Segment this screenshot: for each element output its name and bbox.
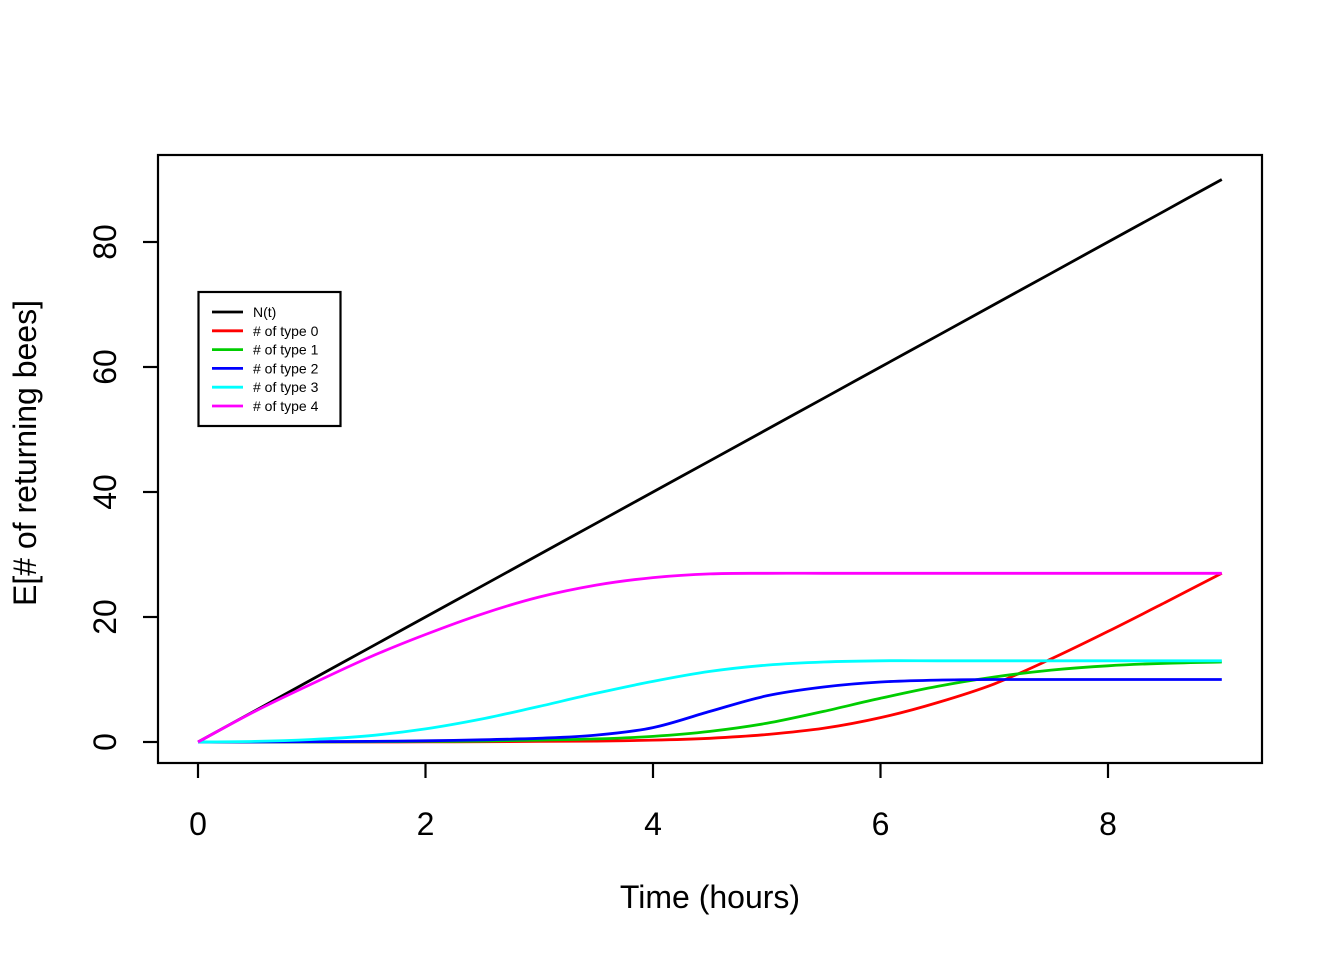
series-line-type-3 <box>197 659 1222 744</box>
x-tick-label: 0 <box>189 806 207 842</box>
legend-entry-type-0: # of type 0 <box>212 323 319 339</box>
legend-label-type-2: # of type 2 <box>253 360 319 376</box>
series-line-nt <box>197 178 1223 744</box>
y-tick-label: 60 <box>87 349 123 385</box>
legend: N(t) # of type 0 # of type 1 # of type 2 # o… <box>197 290 342 428</box>
x-tick-label: 8 <box>1099 806 1117 842</box>
legend-label-type-4: # of type 4 <box>253 398 319 414</box>
x-tick-label: 2 <box>417 806 435 842</box>
y-tick-label: 80 <box>87 224 123 260</box>
legend-label-type-3: # of type 3 <box>253 379 319 395</box>
y-tick-label: 0 <box>87 733 123 751</box>
legend-entry-type-4: # of type 4 <box>212 398 319 414</box>
series-line-type-1 <box>197 660 1222 744</box>
series-line-type-4 <box>197 571 1222 744</box>
legend-entry-type-1: # of type 1 <box>212 342 319 358</box>
y-tick-label: 20 <box>87 599 123 635</box>
x-tick-label: 4 <box>644 806 662 842</box>
plot-border <box>156 153 1264 765</box>
legend-entry-type-2: # of type 2 <box>212 360 319 376</box>
legend-label-type-0: # of type 0 <box>253 323 319 339</box>
x-axis-title: Time (hours) <box>620 879 800 915</box>
legend-entry-type-3: # of type 3 <box>212 379 319 395</box>
legend-label-nt: N(t) <box>253 304 276 320</box>
legend-label-type-1: # of type 1 <box>253 342 319 358</box>
legend-box <box>197 290 342 428</box>
y-tick-label: 40 <box>87 474 123 510</box>
y-axis-title: E[# of returning bees] <box>7 300 43 606</box>
series-line-type-2 <box>197 678 1222 744</box>
x-tick-label: 6 <box>872 806 890 842</box>
legend-entry-nt: N(t) <box>212 304 276 320</box>
